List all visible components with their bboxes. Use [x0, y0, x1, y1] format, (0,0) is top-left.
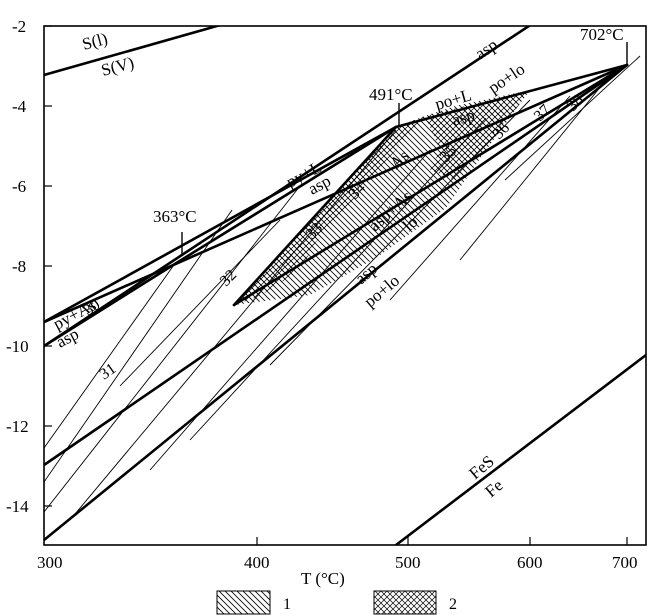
invariant-markers: [181, 42, 628, 254]
plot-frame: [43, 25, 647, 546]
y-tick-label: -14: [6, 497, 29, 516]
field-label: po+lo: [485, 59, 529, 97]
x-tick-label: 500: [395, 553, 421, 572]
legend-swatch-1: [216, 590, 271, 615]
field-label: asp: [472, 35, 501, 63]
x-axis-ticks: [256, 537, 628, 545]
y-axis-ticks: [44, 25, 52, 507]
isopleth-label: 30: [81, 296, 104, 319]
temperature-label-491: 491°C: [369, 85, 413, 104]
field-label: S(l): [80, 29, 110, 54]
phase-boundaries: [44, 26, 646, 545]
legend-label-1: 1: [283, 596, 291, 613]
legend-swatch-2: [373, 590, 437, 615]
x-tick-label: 600: [517, 553, 543, 572]
x-tick-label: 700: [612, 553, 638, 572]
region-2-crosshatched: [234, 116, 425, 305]
x-tick-label: 400: [244, 553, 270, 572]
y-tick-label: -10: [6, 337, 29, 356]
legend-label-2: 2: [449, 596, 457, 613]
y-tick-label: -12: [6, 417, 29, 436]
temperature-label-702: 702°C: [580, 25, 624, 44]
y-tick-label: -2: [12, 17, 26, 36]
x-axis-title: T (°C): [301, 569, 345, 588]
field-label: Fe: [481, 476, 506, 501]
isopleth-label: 32: [217, 266, 240, 289]
y-tick-label: -4: [12, 97, 27, 116]
legend: 1 2: [216, 590, 457, 615]
isopleth-label: 31: [97, 360, 120, 383]
y-tick-label: -8: [12, 257, 26, 276]
temperature-label-363: 363°C: [153, 207, 197, 226]
x-tick-label: 300: [37, 553, 63, 572]
y-tick-label: -6: [12, 177, 26, 196]
